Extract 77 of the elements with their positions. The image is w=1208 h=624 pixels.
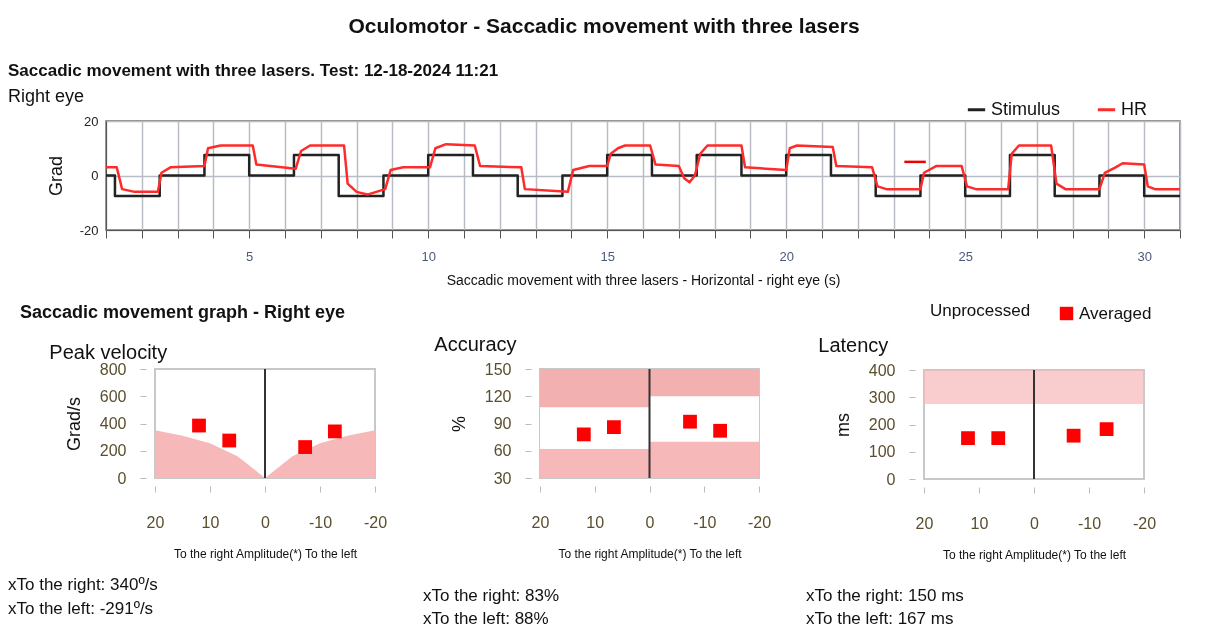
x-tick-label: 30: [1137, 248, 1152, 264]
y-tick-label: 20: [84, 113, 99, 129]
point: [576, 427, 591, 442]
x-tick-label: 0: [645, 513, 655, 531]
chart-subtitle: Saccadic movement with three lasers. Test: 12-18-2024 11:21: [8, 61, 499, 81]
y-tick-label: -20: [79, 222, 99, 238]
x-tick-label: -20: [363, 513, 388, 531]
point: [222, 433, 237, 448]
point: [713, 423, 728, 438]
x-tick-label: 10: [586, 513, 605, 531]
x-tick-label: 20: [531, 513, 550, 531]
y-tick-label: 400: [99, 415, 127, 432]
x-axis-title: To the right Amplitude(*) To the left: [173, 546, 358, 561]
point: [991, 431, 1006, 446]
text: xTo the right: 83%: [423, 586, 560, 606]
text: Right eye: [8, 86, 85, 107]
y-tick-label: 600: [99, 387, 127, 405]
point: [298, 440, 313, 454]
chart-title: Accuracy: [434, 333, 517, 355]
y-axis-title: Grad: [45, 155, 66, 197]
x-tick-label: 20: [779, 248, 794, 264]
x-tick-label: 20: [915, 514, 934, 532]
y-tick-label: 30: [493, 469, 512, 487]
y-tick-label: 400: [868, 361, 896, 379]
x-axis-title: Saccadic movement with three lasers - Horizontal - right eye (s): [446, 271, 841, 288]
x-tick-label: -20: [747, 513, 772, 531]
legend-label: Averaged: [1079, 303, 1152, 323]
y-tick-label: 0: [117, 469, 127, 487]
y-tick-label: 200: [99, 442, 127, 460]
text: xTo the left: 167 ms: [806, 609, 954, 624]
x-tick-label: -10: [1077, 514, 1102, 532]
line-series: [106, 142, 1180, 196]
x-tick-label: -10: [308, 513, 333, 531]
y-tick-label: 800: [99, 360, 127, 378]
x-tick-label: 25: [958, 248, 973, 264]
point: [1066, 428, 1081, 443]
text: Unprocessed: [930, 301, 1031, 321]
y-tick-label: 100: [868, 443, 896, 461]
x-tick-label: 10: [421, 248, 436, 264]
y-tick-label: 120: [484, 387, 512, 405]
point: [607, 420, 621, 435]
x-tick-label: -10: [693, 513, 717, 531]
text: xTo the left: 88%: [423, 609, 549, 624]
x-tick-label: 5: [246, 248, 254, 264]
text: xTo the left: -291º/s: [8, 599, 154, 619]
y-axis-title: ms: [832, 413, 853, 437]
x-tick-label: 10: [201, 513, 220, 531]
x-tick-label: 15: [600, 248, 615, 264]
y-tick-label: 0: [886, 470, 896, 488]
chart-title: Latency: [818, 334, 889, 356]
y-axis-title: %: [448, 415, 469, 433]
y-axis-title: Grad/s: [63, 396, 84, 452]
legend-label: Stimulus: [991, 98, 1061, 119]
chart-title: Peak velocity: [49, 341, 168, 363]
point: [192, 418, 206, 433]
y-tick-label: 300: [868, 388, 896, 406]
x-tick-label: 0: [1030, 514, 1040, 532]
point: [327, 424, 342, 439]
point: [961, 431, 975, 446]
chart-title: Oculomotor - Saccadic movement with three lasers: [347, 14, 861, 38]
x-tick-label: -20: [1132, 514, 1157, 532]
y-tick-label: 200: [868, 416, 896, 433]
x-tick-label: 0: [261, 513, 271, 531]
x-axis-title: To the right Amplitude(*) To the left: [942, 547, 1127, 562]
text: Saccadic movement graph - Right eye: [20, 302, 346, 323]
x-tick-label: 20: [146, 513, 165, 531]
point: [683, 414, 697, 429]
point: [1099, 422, 1114, 437]
y-tick-label: 150: [484, 360, 512, 378]
legend-label: HR: [1121, 98, 1147, 119]
text: xTo the right: 340º/s: [8, 575, 158, 595]
y-tick-label: 60: [493, 442, 512, 460]
y-tick-label: 90: [493, 415, 512, 432]
text: xTo the right: 150 ms: [806, 586, 964, 606]
x-axis-title: To the right Amplitude(*) To the left: [558, 546, 743, 561]
y-tick-label: 0: [91, 168, 99, 183]
x-tick-label: 10: [970, 514, 989, 532]
